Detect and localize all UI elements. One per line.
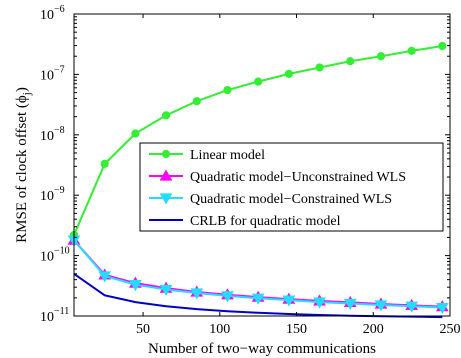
legend-label: Linear model [190, 148, 265, 163]
data-point [254, 77, 263, 86]
tick-layer: 50 100 150 200 250 10−11 10−10 10−9 10−8 10−7 10−6 [40, 4, 461, 337]
data-point [159, 284, 173, 296]
data-point [100, 159, 109, 168]
data-point [282, 295, 296, 307]
y-tick-label: 10−7 [40, 64, 65, 83]
legend-entry-0: Linear model [149, 148, 265, 163]
data-point [438, 41, 447, 51]
data-point [161, 111, 171, 120]
y-tick-label: 10−11 [40, 306, 69, 325]
legend-entry-1: Quadratic model−Unconstrained WLS [149, 169, 406, 185]
data-point [435, 302, 449, 315]
legend-entries: Linear model Quadratic model−Unconstraine… [149, 148, 406, 229]
y-axis-label-close: ) [14, 87, 30, 92]
legend-box [139, 142, 444, 232]
data-point [407, 46, 416, 55]
y-tick-label: 10−10 [40, 246, 70, 265]
y-axis-label: RMSE of clock offset (ϕj) [14, 87, 33, 243]
x-tick-label: 200 [363, 322, 384, 337]
data-point [284, 69, 293, 78]
y-tick-label: 10−6 [40, 4, 65, 23]
legend-marker [161, 149, 171, 159]
x-tick-label: 150 [286, 322, 307, 337]
x-tick-label: 100 [209, 322, 230, 337]
legend-label: CRLB for quadratic model [190, 214, 341, 229]
data-point [129, 280, 142, 292]
data-point [315, 63, 324, 72]
data-point [131, 129, 140, 138]
data-point [346, 57, 355, 66]
data-point [313, 297, 326, 309]
data-point [221, 291, 234, 303]
legend-marker [159, 169, 173, 181]
legend-marker [159, 193, 173, 205]
legend-label: Quadratic model−Unconstrained WLS [190, 170, 406, 185]
legend-entry-2: Quadratic model−Constrained WLS [149, 192, 392, 207]
x-tick-label: 50 [136, 322, 150, 337]
data-point [192, 97, 201, 106]
legend-entry-3: CRLB for quadratic model [149, 214, 341, 229]
series-2 [67, 235, 449, 315]
y-tick-label: 10−9 [40, 185, 65, 204]
data-point [405, 301, 418, 313]
y-tick-label: 10−8 [40, 125, 65, 144]
data-point [98, 271, 112, 283]
data-point [190, 288, 204, 300]
y-axis-label-subscript: j [21, 92, 33, 96]
data-point [223, 85, 232, 95]
y-axis-label-main: RMSE of clock offset (ϕ [14, 95, 30, 243]
data-point [376, 52, 386, 61]
x-axis-label: Number of two−way communications [148, 341, 376, 357]
data-point [343, 298, 357, 311]
data-point [251, 293, 265, 305]
legend-label: Quadratic model−Constrained WLS [190, 192, 392, 207]
legend: Linear model Quadratic model−Unconstraine… [139, 142, 444, 232]
x-tick-label: 250 [440, 322, 461, 337]
data-point [374, 300, 388, 312]
plot-frame [73, 13, 451, 317]
